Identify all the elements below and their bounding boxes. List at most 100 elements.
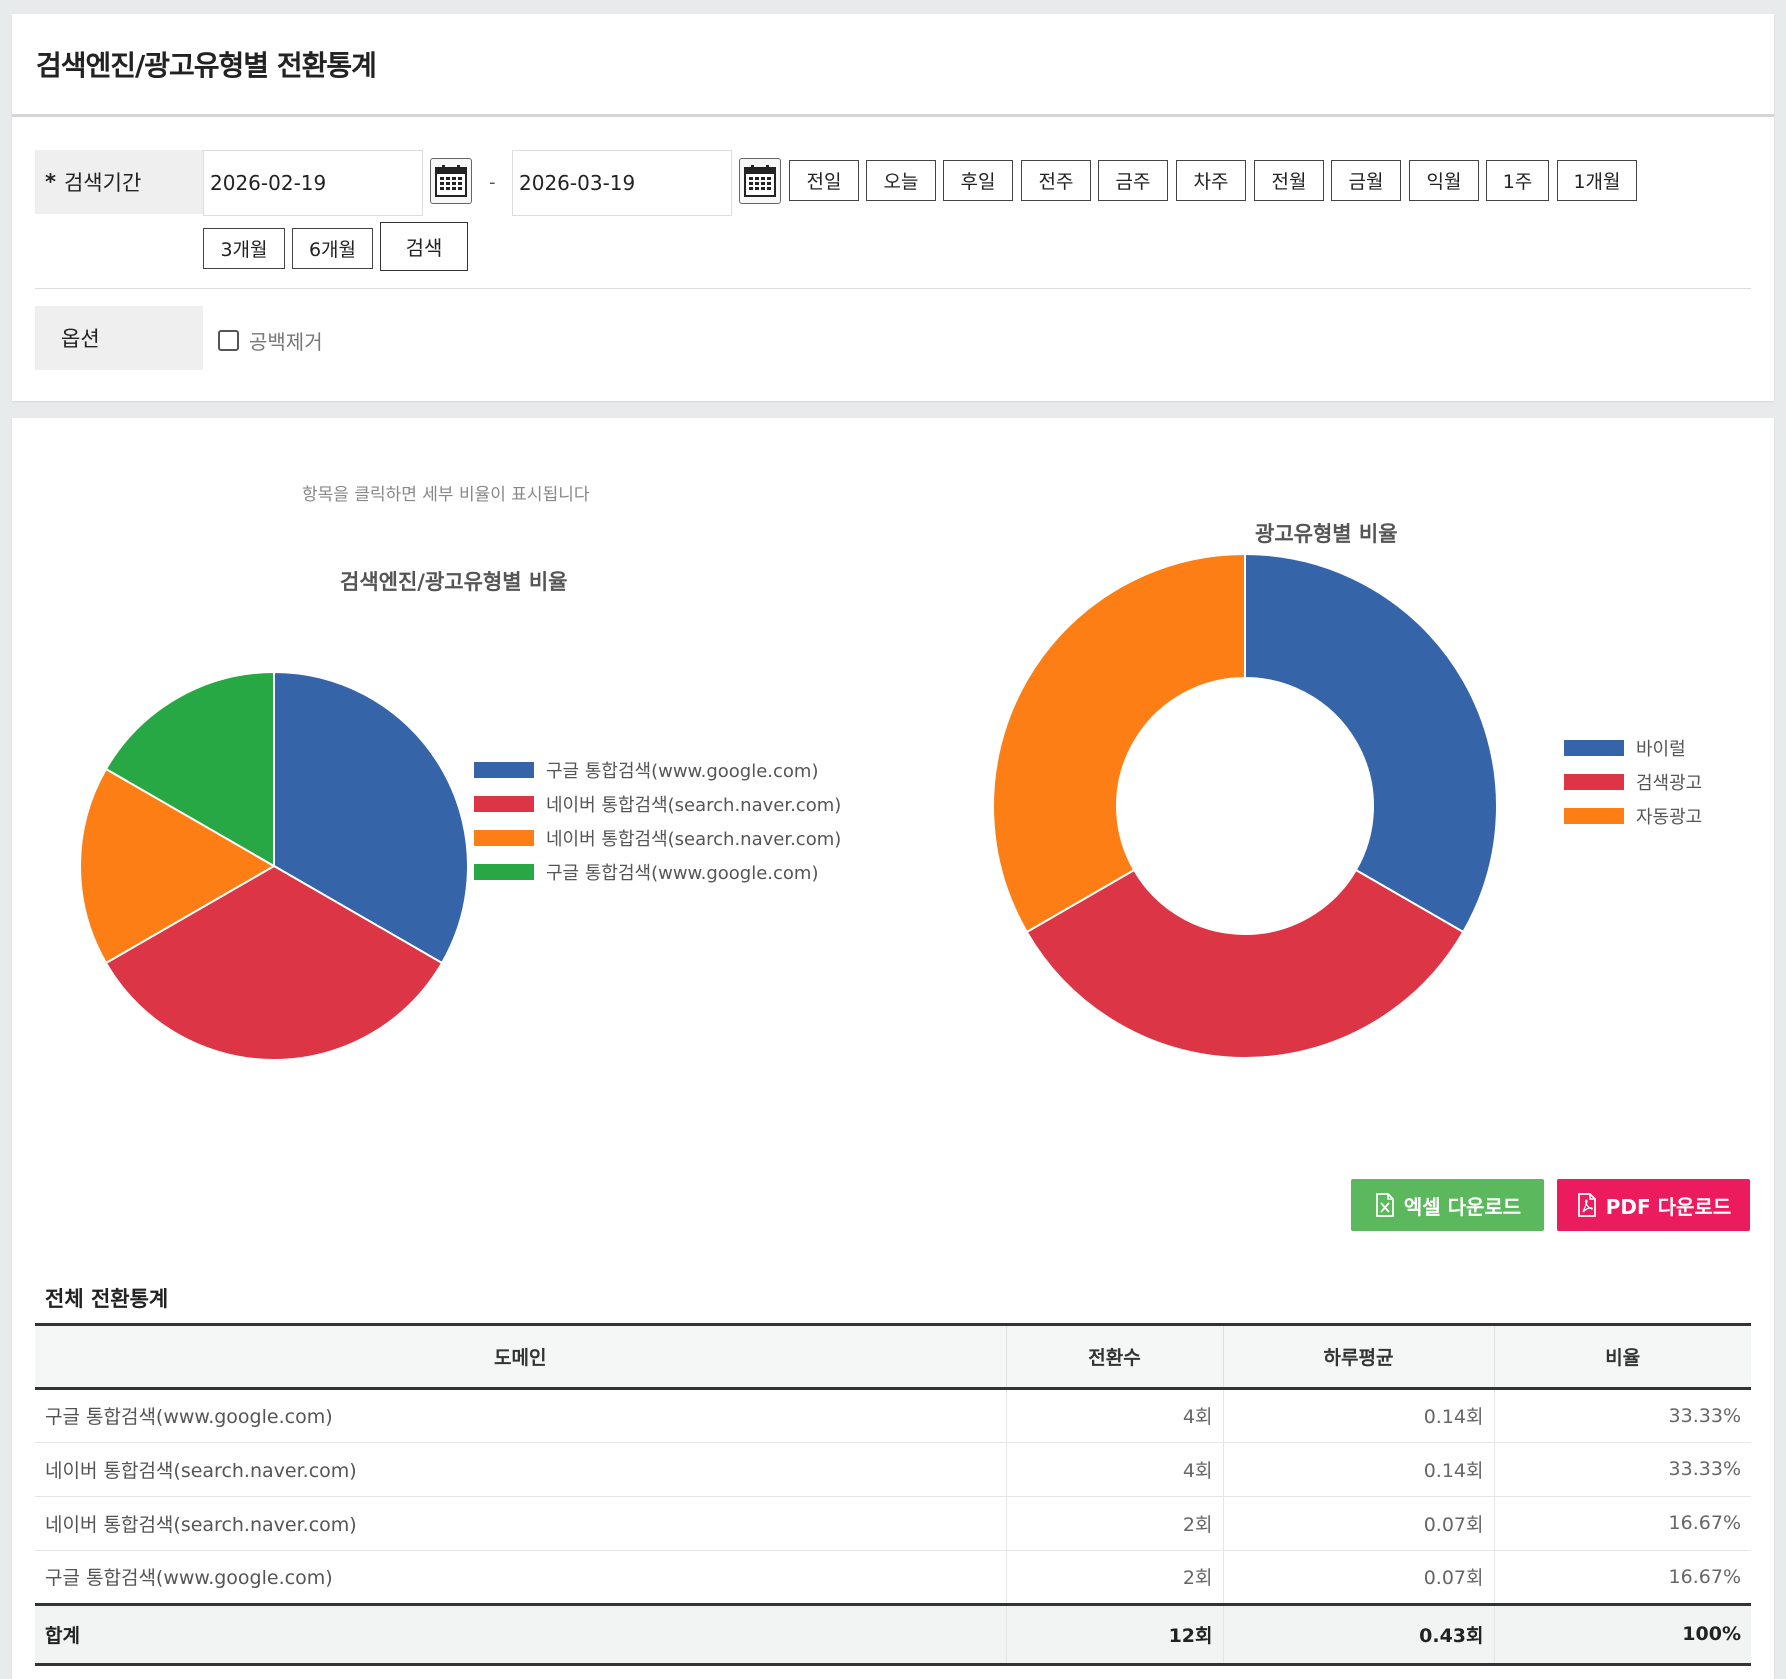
period-label: * 검색기간 bbox=[35, 150, 203, 214]
col-header-domain[interactable]: 도메인 bbox=[35, 1326, 1007, 1390]
chart1-slice-2[interactable] bbox=[992, 552, 1246, 934]
legend-label: 검색광고 bbox=[1636, 773, 1703, 794]
excel-file-icon bbox=[1375, 1193, 1394, 1217]
quick-next-month-button[interactable]: 익월 bbox=[1409, 160, 1479, 201]
table-top-rule bbox=[35, 1323, 1751, 1326]
quick-today-button[interactable]: 오늘 bbox=[866, 160, 936, 201]
cell-conversions: 2회 bbox=[1006, 1496, 1224, 1551]
search-button[interactable]: 검색 bbox=[380, 222, 468, 271]
chart0-legend-item-3[interactable]: 구글 통합검색(www.google.com) bbox=[474, 855, 841, 889]
option-label: 옵션 bbox=[35, 306, 203, 370]
row-divider bbox=[35, 288, 1751, 289]
chart-hint: 항목을 클릭하면 세부 비율이 표시됩니다 bbox=[302, 485, 590, 505]
trim-checkbox[interactable] bbox=[218, 330, 239, 351]
cell-ratio: 33.33% bbox=[1494, 1442, 1751, 1497]
col-header-daily-avg[interactable]: 하루평균 bbox=[1223, 1326, 1495, 1390]
excel-download-button[interactable]: 엑셀 다운로드 bbox=[1351, 1179, 1544, 1231]
cell-ratio: 16.67% bbox=[1494, 1496, 1751, 1551]
legend-swatch bbox=[1564, 740, 1624, 756]
cell-conversions: 4회 bbox=[1006, 1388, 1224, 1443]
results-panel: 항목을 클릭하면 세부 비율이 표시됩니다 검색엔진/광고유형별 비율 광고유형… bbox=[12, 418, 1774, 1679]
quick-next-day-button[interactable]: 후일 bbox=[943, 160, 1013, 201]
quick-1week-button[interactable]: 1주 bbox=[1486, 160, 1549, 201]
trim-option[interactable]: 공백제거 bbox=[218, 326, 323, 355]
required-mark: * bbox=[45, 170, 56, 194]
cell-daily-avg: 0.07회 bbox=[1223, 1496, 1495, 1551]
cell-domain: 네이버 통합검색(search.naver.com) bbox=[35, 1496, 1007, 1551]
total-conversions: 12회 bbox=[1006, 1602, 1224, 1666]
quick-prev-week-button[interactable]: 전주 bbox=[1021, 160, 1091, 201]
pdf-download-label: PDF 다운로드 bbox=[1605, 1194, 1732, 1219]
quick-prev-month-button[interactable]: 전월 bbox=[1254, 160, 1324, 201]
total-ratio: 100% bbox=[1494, 1602, 1751, 1666]
cell-domain: 구글 통합검색(www.google.com) bbox=[35, 1550, 1007, 1605]
legend-label: 구글 통합검색(www.google.com) bbox=[546, 863, 819, 884]
stats-table: 도메인 전환수 하루평균 비율 구글 통합검색(www.google.com) … bbox=[35, 1326, 1751, 1666]
cell-conversions: 2회 bbox=[1006, 1550, 1224, 1605]
legend-label: 자동광고 bbox=[1636, 807, 1703, 828]
chart1-legend-item-0[interactable]: 바이럴 bbox=[1564, 731, 1702, 765]
date-to-input[interactable] bbox=[512, 150, 732, 216]
cell-domain: 네이버 통합검색(search.naver.com) bbox=[35, 1442, 1007, 1497]
col-header-conversions[interactable]: 전환수 bbox=[1006, 1326, 1224, 1390]
quick-this-month-button[interactable]: 금월 bbox=[1331, 160, 1401, 201]
legend-label: 네이버 통합검색(search.naver.com) bbox=[546, 795, 842, 816]
chart0-slice-2[interactable] bbox=[79, 767, 276, 965]
pdf-file-icon bbox=[1577, 1193, 1596, 1217]
legend-swatch bbox=[474, 762, 534, 778]
legend-label: 구글 통합검색(www.google.com) bbox=[546, 761, 819, 782]
calendar-to-button[interactable] bbox=[739, 158, 781, 204]
search-panel: 검색엔진/광고유형별 전환통계 * 검색기간 - bbox=[12, 14, 1774, 401]
quick-this-week-button[interactable]: 금주 bbox=[1098, 160, 1168, 201]
title-divider bbox=[12, 114, 1774, 117]
quick-prev-day-button[interactable]: 전일 bbox=[789, 160, 859, 201]
trim-label: 공백제거 bbox=[249, 330, 323, 354]
legend-swatch bbox=[474, 830, 534, 846]
quick-3month-button[interactable]: 3개월 bbox=[203, 228, 285, 269]
cell-daily-avg: 0.07회 bbox=[1223, 1550, 1495, 1605]
adtype-donut-chart[interactable] bbox=[988, 549, 1502, 1063]
cell-conversions: 4회 bbox=[1006, 1442, 1224, 1497]
chart0-legend-item-0[interactable]: 구글 통합검색(www.google.com) bbox=[474, 753, 841, 787]
table-row: 구글 통합검색(www.google.com) 4회 0.14회 33.33% bbox=[35, 1388, 1751, 1443]
quick-1month-button[interactable]: 1개월 bbox=[1557, 160, 1637, 201]
col-header-ratio[interactable]: 비율 bbox=[1494, 1326, 1751, 1390]
chart0-slice-0[interactable] bbox=[273, 670, 469, 965]
legend-label: 네이버 통합검색(search.naver.com) bbox=[546, 829, 842, 850]
chart0-legend-item-2[interactable]: 네이버 통합검색(search.naver.com) bbox=[474, 821, 841, 855]
pie-chart-title: 검색엔진/광고유형별 비율 bbox=[340, 570, 568, 594]
calendar-icon bbox=[435, 165, 467, 197]
total-daily-avg: 0.43회 bbox=[1223, 1602, 1495, 1666]
chart1-slice-1[interactable] bbox=[1025, 868, 1465, 1059]
legend-label: 바이럴 bbox=[1636, 739, 1686, 760]
legend-swatch bbox=[1564, 808, 1624, 824]
chart0-legend-item-1[interactable]: 네이버 통합검색(search.naver.com) bbox=[474, 787, 841, 821]
cell-daily-avg: 0.14회 bbox=[1223, 1388, 1495, 1443]
chart1-legend-item-2[interactable]: 자동광고 bbox=[1564, 799, 1702, 833]
cell-domain: 구글 통합검색(www.google.com) bbox=[35, 1388, 1007, 1443]
date-separator: - bbox=[489, 172, 496, 193]
quick-next-week-button[interactable]: 차주 bbox=[1176, 160, 1246, 201]
table-total-row: 합계 12회 0.43회 100% bbox=[35, 1602, 1751, 1666]
legend-swatch bbox=[1564, 774, 1624, 790]
pdf-download-button[interactable]: PDF 다운로드 bbox=[1557, 1179, 1750, 1231]
calendar-from-button[interactable] bbox=[430, 158, 472, 204]
chart1-legend-item-1[interactable]: 검색광고 bbox=[1564, 765, 1702, 799]
table-row: 네이버 통합검색(search.naver.com) 2회 0.07회 16.6… bbox=[35, 1496, 1751, 1551]
table-row: 네이버 통합검색(search.naver.com) 4회 0.14회 33.3… bbox=[35, 1442, 1751, 1497]
cell-ratio: 33.33% bbox=[1494, 1388, 1751, 1443]
excel-download-label: 엑셀 다운로드 bbox=[1403, 1194, 1522, 1219]
chart1-slice-0[interactable] bbox=[1244, 552, 1498, 934]
quick-6month-button[interactable]: 6개월 bbox=[292, 228, 373, 269]
chart0-slice-3[interactable] bbox=[104, 670, 275, 868]
pie-legend: 구글 통합검색(www.google.com) 네이버 통합검색(search.n… bbox=[474, 753, 841, 889]
legend-swatch bbox=[474, 864, 534, 880]
engine-pie-chart[interactable] bbox=[62, 654, 486, 1078]
period-label-text: 검색기간 bbox=[63, 171, 142, 195]
date-from-input[interactable] bbox=[203, 150, 423, 216]
table-row: 구글 통합검색(www.google.com) 2회 0.07회 16.67% bbox=[35, 1550, 1751, 1605]
total-label: 합계 bbox=[35, 1602, 1007, 1666]
cell-daily-avg: 0.14회 bbox=[1223, 1442, 1495, 1497]
donut-chart-title: 광고유형별 비율 bbox=[1255, 522, 1398, 546]
